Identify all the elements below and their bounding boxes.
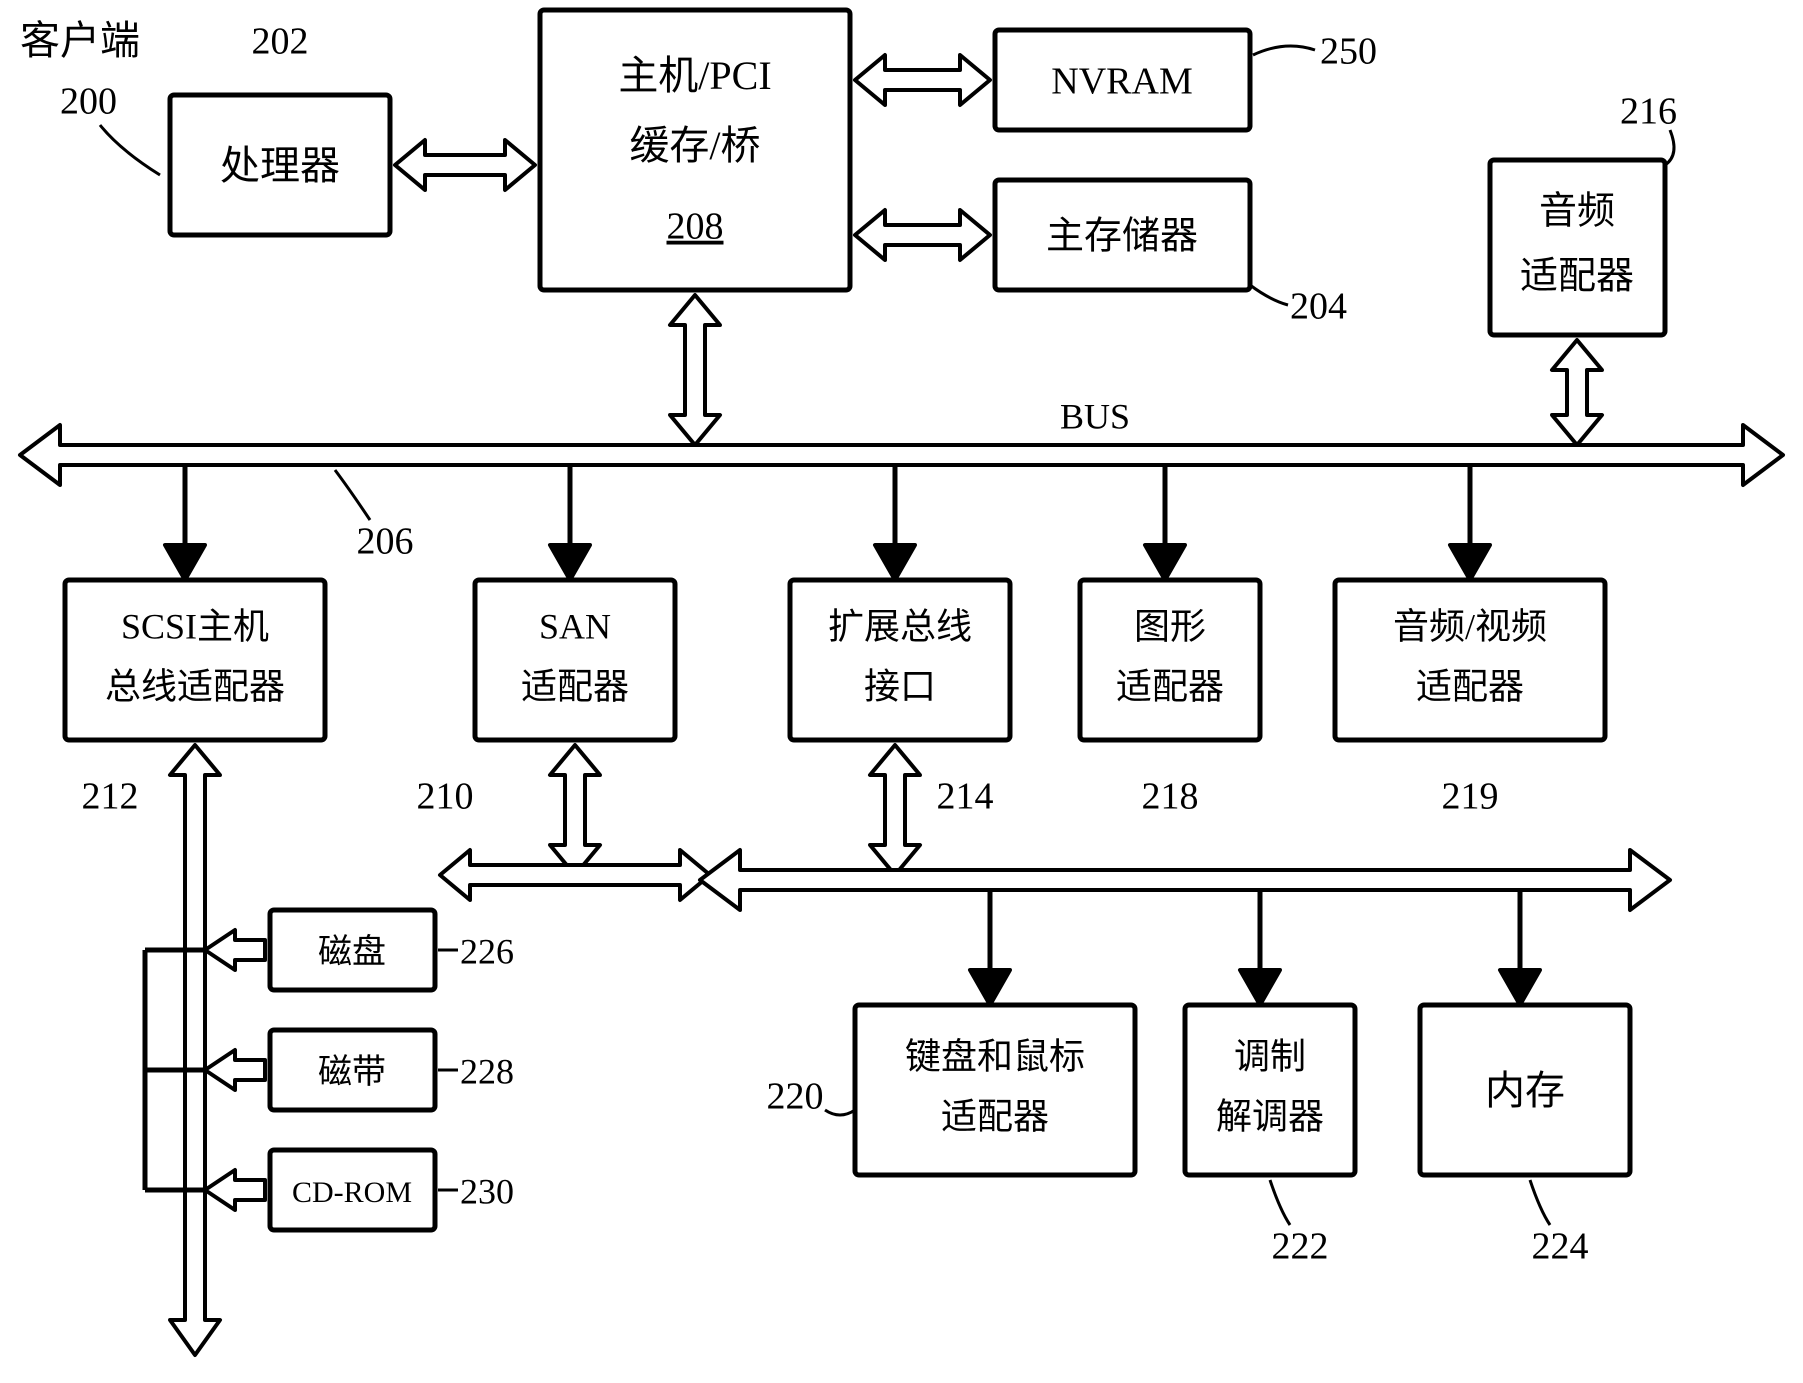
leader-204 (1250, 285, 1288, 305)
san-box (475, 580, 675, 740)
drop-kbm (970, 970, 1010, 1005)
modem-ref: 222 (1272, 1226, 1329, 1268)
leader-222 (1270, 1180, 1290, 1225)
mainmem-label: 主存储器 (1046, 216, 1198, 258)
arrow-hostpci-mainmem (855, 210, 990, 260)
hostpci-ref: 208 (667, 206, 724, 248)
leader-216 (1665, 130, 1674, 165)
scsi-line2: 总线适配器 (105, 666, 285, 706)
bus-ref: 206 (357, 521, 414, 563)
hostpci-line2: 缓存/桥 (629, 123, 760, 168)
subbus-arrow (700, 850, 1670, 910)
kbm-line2: 适配器 (941, 1096, 1049, 1136)
drop-san (550, 545, 590, 580)
san-ref: 210 (417, 776, 474, 818)
nvram-ref: 250 (1320, 31, 1377, 73)
drop-exp (875, 545, 915, 580)
kbm-line1: 键盘和鼠标 (905, 1036, 1085, 1076)
arrow-hostpci-bus (670, 295, 720, 445)
arrow-hostpci-nvram (855, 55, 990, 105)
tape-ref: 228 (460, 1051, 514, 1091)
modem-line2: 解调器 (1216, 1096, 1324, 1136)
tape-label: 磁带 (318, 1053, 386, 1091)
branch-tape (205, 1050, 265, 1090)
drop-modem (1240, 970, 1280, 1005)
av-ref: 219 (1442, 776, 1499, 818)
drop-av (1450, 545, 1490, 580)
scsi-ref: 212 (82, 776, 139, 818)
title-ref: 200 (60, 81, 117, 123)
arrow-exp-down (870, 745, 920, 875)
branch-disk (205, 930, 265, 970)
drop-memory (1500, 970, 1540, 1005)
audio-box (1490, 160, 1665, 335)
san-line2: 适配器 (521, 666, 629, 706)
av-line1: 音频/视频 (1393, 606, 1547, 646)
gfx-ref: 218 (1142, 776, 1199, 818)
drop-scsi (165, 545, 205, 580)
audio-line2: 适配器 (1520, 256, 1634, 298)
bus-arrow (20, 425, 1783, 485)
arrow-audio-bus (1552, 340, 1602, 445)
scsi-box (65, 580, 325, 740)
title-text: 客户端 (20, 18, 140, 63)
bus-label: BUS (1060, 396, 1130, 436)
leader-220 (825, 1110, 855, 1115)
cdrom-ref: 230 (460, 1171, 514, 1211)
san-line1: SAN (539, 606, 611, 646)
exp-ref: 214 (937, 776, 994, 818)
leader-224 (1530, 1180, 1550, 1225)
nvram-label: NVRAM (1051, 61, 1192, 103)
mainmem-ref: 204 (1290, 286, 1347, 328)
gfx-box (1080, 580, 1260, 740)
system-block-diagram: 客户端 200 处理器 202 主机/PCI 缓存/桥 208 NVRAM 25… (0, 0, 1803, 1383)
exp-line2: 接口 (864, 666, 936, 706)
hostpci-line1: 主机/PCI (618, 53, 771, 98)
processor-label: 处理器 (220, 143, 340, 188)
audio-line1: 音频 (1539, 191, 1615, 233)
disk-ref: 226 (460, 931, 514, 971)
gfx-line1: 图形 (1134, 606, 1206, 646)
kbm-box (855, 1005, 1135, 1175)
leader-206 (335, 470, 370, 520)
processor-ref: 202 (252, 21, 309, 63)
leader-250 (1253, 46, 1315, 55)
arrow-processor-hostpci (395, 140, 535, 190)
exp-line1: 扩展总线 (828, 606, 972, 646)
arrow-san-down (550, 745, 600, 875)
memory-ref: 224 (1532, 1226, 1589, 1268)
kbm-ref: 220 (767, 1076, 824, 1118)
av-line2: 适配器 (1416, 666, 1524, 706)
disk-label: 磁盘 (318, 933, 386, 971)
modem-line1: 调制 (1234, 1036, 1306, 1076)
cdrom-label: CD-ROM (292, 1176, 412, 1209)
arrow-scsi-chain2 (170, 745, 220, 1355)
scsi-line1: SCSI主机 (121, 606, 269, 646)
branch-cdrom (205, 1170, 265, 1210)
av-box (1335, 580, 1605, 740)
drop-gfx (1145, 545, 1185, 580)
exp-box (790, 580, 1010, 740)
memory-label: 内存 (1485, 1068, 1565, 1113)
modem-box (1185, 1005, 1355, 1175)
gfx-line2: 适配器 (1116, 666, 1224, 706)
audio-ref: 216 (1620, 91, 1677, 133)
leader-200 (100, 125, 160, 175)
